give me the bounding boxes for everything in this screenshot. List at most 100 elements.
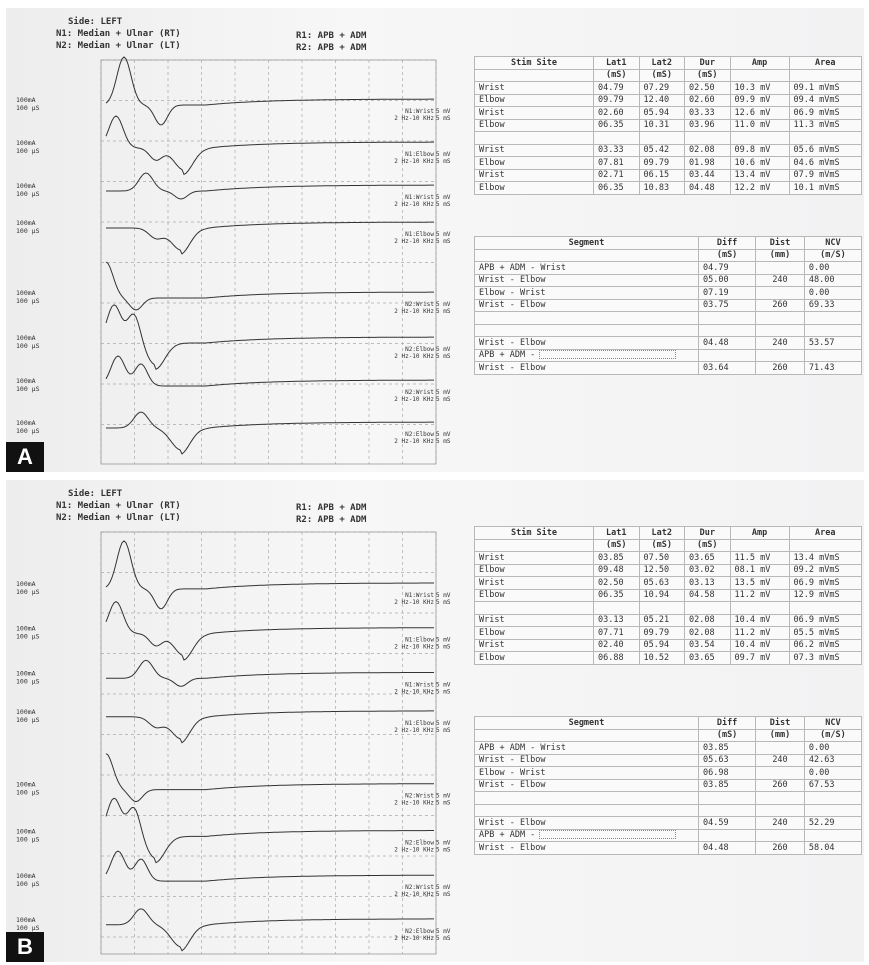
table-cell: Wrist - Elbow	[474, 298, 699, 312]
table-row: Wrist 02.60 05.94 03.33 12.6 mV 06.9 mVmS	[474, 106, 863, 120]
table-cell: 53.57	[803, 336, 863, 350]
table-cell: 03.33	[593, 143, 640, 157]
table-cell: 02.08	[684, 143, 731, 157]
sens-label: 5 mV	[436, 720, 451, 727]
column-header: Amp	[729, 56, 790, 70]
sens-label: 5 mV	[436, 389, 451, 396]
stim-label: 100mA	[16, 289, 36, 297]
sens-label: 5 mV	[436, 793, 451, 800]
table-cell: 03.02	[684, 563, 731, 577]
filter-label: 2 Hz-10 KHz	[394, 800, 434, 807]
panel-label: B	[6, 932, 44, 962]
empty-cell	[474, 323, 699, 337]
table-cell: 07.71	[593, 626, 640, 640]
filter-label: 2 Hz-10 KHz	[394, 158, 434, 165]
table-cell: 240	[755, 816, 805, 830]
empty-cell	[474, 538, 594, 552]
empty-cell	[803, 803, 863, 817]
panel-label: A	[6, 442, 44, 472]
time-label: 100 µS	[16, 835, 40, 843]
table-row: Wrist - Elbow 05.63 240 42.63	[474, 753, 863, 767]
site-label: N2:Wrist	[405, 884, 434, 891]
site-label: N1:Wrist	[405, 194, 434, 201]
table-cell: 06.2 mVmS	[788, 638, 863, 652]
table-cell: 10.83	[638, 181, 686, 195]
table-cell: 04.48	[697, 336, 757, 350]
spacer-row	[474, 311, 863, 325]
spacer-row	[474, 323, 863, 337]
time-label: 100 µS	[16, 147, 40, 155]
table-cell: 03.64	[697, 361, 757, 375]
table-cell: 05.6 mVmS	[788, 143, 863, 157]
table-cell: Wrist	[474, 106, 594, 120]
filter-label: 2 Hz-10 KHz	[394, 115, 434, 122]
empty-cell	[474, 803, 699, 817]
table-cell: 06.35	[593, 118, 640, 132]
empty-cell	[697, 791, 757, 805]
table-row: Wrist 02.40 05.94 03.54 10.4 mV 06.2 mVmS	[474, 638, 863, 652]
table-cell: 10.6 mV	[729, 156, 790, 170]
waveform	[105, 115, 434, 176]
table-cell: 10.1 mVmS	[788, 181, 863, 195]
empty-cell	[593, 601, 640, 615]
table-cell: 02.50	[684, 81, 731, 95]
table-cell: 04.48	[684, 181, 731, 195]
time-label: 100 µS	[16, 924, 40, 932]
table-cell: Wrist	[474, 551, 594, 565]
sweep-label: 5 mS	[436, 935, 451, 942]
filter-label: 2 Hz-10 KHz	[394, 846, 434, 853]
table-cell: 04.48	[697, 841, 757, 855]
table-cell: 04.58	[684, 588, 731, 602]
waveform	[105, 261, 434, 311]
column-header: Dur	[684, 56, 731, 70]
column-unit: (mS)	[684, 68, 731, 82]
column-header: Area	[788, 56, 863, 70]
table-row: Elbow 06.35 10.31 03.96 11.0 mV 11.3 mVmS	[474, 118, 863, 132]
table-cell: 06.88	[593, 651, 640, 665]
table-cell: 09.4 mVmS	[788, 93, 863, 107]
sweep-label: 5 mS	[436, 891, 451, 898]
stim-label: 100mA	[16, 669, 36, 677]
table-cell: 06.98	[697, 766, 757, 780]
table-cell: 06.9 mVmS	[788, 613, 863, 627]
table-row: Elbow - Wrist 06.98 0.00	[474, 766, 863, 780]
waveform	[105, 753, 434, 803]
column-unit: (mS)	[697, 728, 757, 742]
table-cell: 10.52	[638, 651, 686, 665]
empty-cell	[729, 68, 790, 82]
table-cell: 05.5 mVmS	[788, 626, 863, 640]
table-cell: Elbow	[474, 588, 594, 602]
empty-cell	[755, 323, 805, 337]
sens-label: 5 mV	[436, 231, 451, 238]
table-cell: Wrist - Elbow	[474, 816, 699, 830]
empty-cell	[684, 601, 731, 615]
table-cell: 09.8 mV	[729, 143, 790, 157]
table-cell: 0.00	[803, 286, 863, 300]
sweep-label: 5 mS	[436, 201, 451, 208]
table-cell: APB + ADM - Wrist	[474, 261, 699, 275]
table-cell: 05.94	[638, 638, 686, 652]
stim-label: 100mA	[16, 580, 36, 588]
table-row: Elbow 06.88 10.52 03.65 09.7 mV 07.3 mVmS	[474, 651, 863, 665]
table-cell: 07.19	[697, 286, 757, 300]
time-label: 100 µS	[16, 677, 40, 685]
time-label: 100 µS	[16, 427, 40, 435]
table-cell: 10.94	[638, 588, 686, 602]
sweep-label: 5 mS	[436, 158, 451, 165]
table-cell: 10.4 mV	[729, 613, 790, 627]
stim-label: 100mA	[16, 872, 36, 880]
table-row: Wrist - Elbow 03.85 260 67.53	[474, 778, 863, 792]
stim-label: 100mA	[16, 139, 36, 147]
table-cell: 02.71	[593, 168, 640, 182]
table-cell: 260	[755, 298, 805, 312]
column-unit: (m/S)	[803, 728, 863, 742]
table-cell: 03.54	[684, 638, 731, 652]
filter-label: 2 Hz-10 KHz	[394, 599, 434, 606]
table-cell: APB + ADM - Wrist	[474, 741, 699, 755]
empty-cell	[755, 791, 805, 805]
table-cell: Elbow	[474, 651, 594, 665]
table-cell: 06.35	[593, 588, 640, 602]
